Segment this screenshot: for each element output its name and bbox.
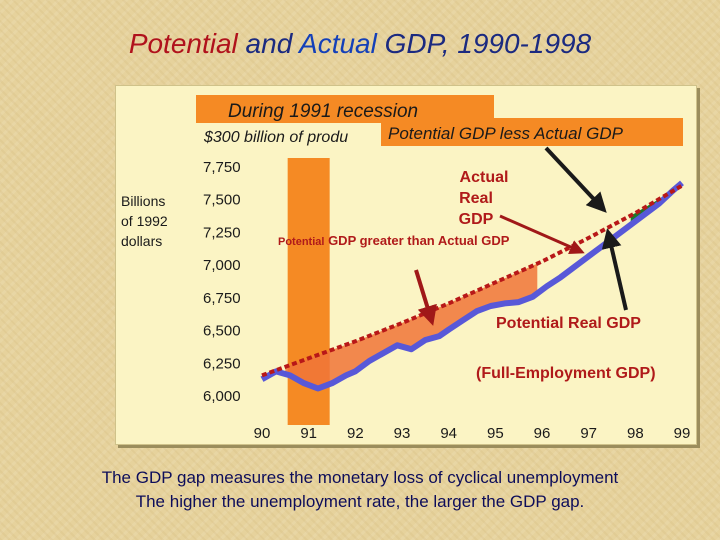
y-tick-label: 6,750 (203, 290, 241, 307)
actual-label-line-1: Actual (460, 169, 509, 186)
gap-less-arrow (544, 146, 607, 213)
x-tick-label: 98 (627, 425, 644, 442)
y-tick-label: 6,000 (203, 388, 241, 405)
y-tick-label: 7,000 (203, 257, 241, 274)
x-tick-label: 92 (347, 425, 364, 442)
x-tick-label: 91 (300, 425, 317, 442)
y-tick-label: 6,500 (203, 323, 241, 340)
caption-line-2: The higher the unemployment rate, the la… (135, 492, 585, 511)
gap-less-callout-box (381, 118, 683, 146)
recession-callout-line-2: $300 billion of produ (203, 129, 348, 146)
gap-less-callout: Potential GDP less Actual GDP (388, 124, 624, 143)
full-employment-label: (Full-Employment GDP) (476, 365, 656, 382)
actual-label-line-2: Real (459, 190, 493, 207)
title-and: and (237, 28, 300, 59)
x-tick-label: 99 (674, 425, 691, 442)
caption-line-1: The GDP gap measures the monetary loss o… (101, 468, 619, 487)
actual-gdp-arrow (499, 214, 585, 255)
x-tick-label: 93 (394, 425, 411, 442)
y-axis-label: Billions (121, 193, 165, 209)
actual-label-line-3: GDP (459, 211, 494, 228)
x-tick-label: 97 (580, 425, 597, 442)
x-tick-label: 94 (440, 425, 457, 442)
potential-gdp-line (261, 183, 684, 378)
potential-real-gdp-label: Potential Real GDP (496, 315, 641, 332)
gap-area-shortfall (285, 263, 538, 389)
y-axis-label: dollars (121, 233, 162, 249)
y-tick-label: 7,500 (203, 192, 241, 209)
x-tick-label: 96 (534, 425, 551, 442)
gap-greater-label: Potential GDP greater than Actual GDP (278, 233, 510, 248)
x-tick-label: 95 (487, 425, 504, 442)
title-rest: GDP, 1990-1998 (376, 28, 592, 59)
gap-greater-arrow (414, 269, 437, 326)
y-tick-label: 6,250 (203, 355, 241, 372)
page-title: Potential and Actual GDP, 1990-1998 (0, 28, 720, 60)
x-tick-label: 90 (254, 425, 271, 442)
y-axis-label: of 1992 (121, 213, 168, 229)
potential-gdp-arrow (601, 228, 628, 311)
y-tick-label: 7,250 (203, 224, 241, 241)
y-tick-label: 7,750 (203, 159, 241, 176)
recession-callout-line-1: During 1991 recession (228, 101, 418, 122)
caption: The GDP gap measures the monetary loss o… (0, 466, 720, 514)
title-actual: Actual (299, 28, 377, 59)
title-potential: Potential (128, 28, 238, 59)
